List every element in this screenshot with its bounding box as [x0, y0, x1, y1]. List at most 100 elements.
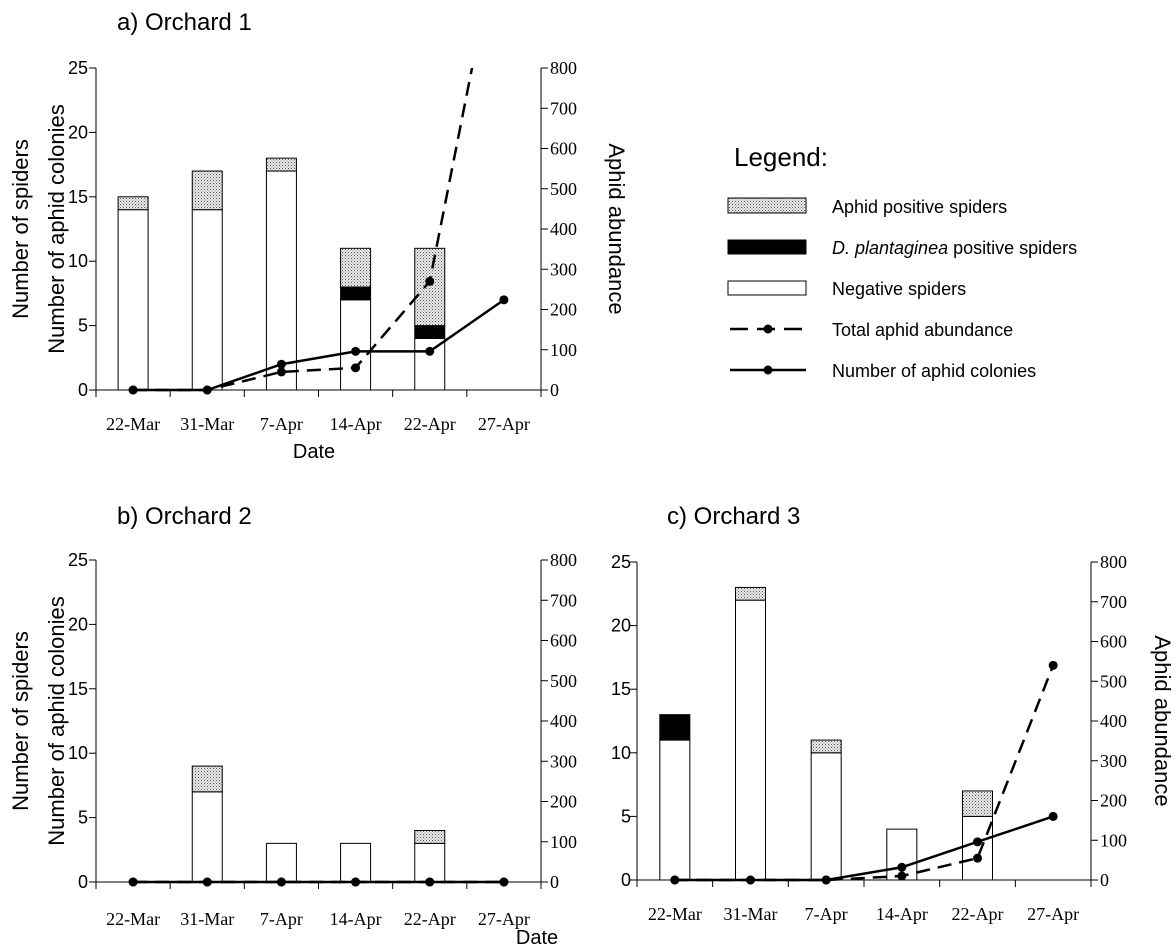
x-axis-label: Date: [516, 927, 558, 949]
y-tick-label: 5: [78, 316, 88, 336]
line-total-aphid-abundance: [674, 664, 1055, 882]
y2-tick-label: 500: [1100, 671, 1127, 691]
y-tick-label: 25: [68, 550, 88, 570]
point-aphid-colonies: [351, 877, 361, 887]
y2-tick-label: 500: [550, 671, 577, 691]
point-total-aphid-abundance: [425, 276, 435, 286]
y-tick-label: 20: [611, 616, 631, 636]
y2-tick-label: 300: [1100, 751, 1127, 771]
y-tick-label: 0: [78, 380, 88, 400]
point-aphid-colonies: [202, 385, 212, 395]
point-total-aphid-abundance: [897, 871, 907, 881]
point-total-aphid-abundance: [973, 853, 982, 863]
y-tick-label: 20: [68, 614, 88, 634]
point-aphid-colonies: [128, 877, 138, 887]
point-aphid-colonies: [973, 837, 982, 847]
legend-item-dplant_pos: D. plantaginea positive spiders: [727, 238, 1077, 258]
bar-negative: [810, 752, 842, 881]
x-tick-label: 14-Apr: [330, 414, 382, 434]
point-aphid-colonies: [351, 346, 361, 356]
y-axis-label: Number of aphid colonies: [44, 596, 69, 845]
legend-swatch-dotted: [727, 197, 807, 214]
x-tick-label: 14-Apr: [876, 904, 928, 924]
legend-label: Negative spiders: [832, 279, 966, 299]
y2-tick-label: 200: [550, 300, 577, 320]
y-tick-label: 5: [78, 808, 88, 828]
y2-tick-label: 0: [1100, 870, 1109, 890]
bar-negative: [265, 842, 297, 883]
legend-label-rest: positive spiders: [948, 238, 1077, 258]
bar-aphid-positive: [810, 739, 842, 754]
y-tick-label: 20: [68, 122, 88, 142]
y-tick-label: 10: [611, 743, 631, 763]
bar-aphid-positive: [191, 765, 223, 793]
y2-tick-label: 0: [550, 872, 559, 892]
point-aphid-colonies: [746, 875, 755, 885]
y2-tick-label: 500: [550, 179, 577, 199]
point-aphid-colonies: [425, 346, 435, 356]
y2-tick-label: 100: [550, 832, 577, 852]
y2-tick-label: 600: [550, 139, 577, 159]
point-aphid-colonies: [128, 385, 138, 395]
y2-tick-label: 200: [550, 792, 577, 812]
legend-label: D. plantaginea positive spiders: [832, 238, 1077, 258]
y-tick-label: 15: [68, 679, 88, 699]
point-aphid-colonies: [425, 877, 435, 887]
point-aphid-colonies: [276, 877, 286, 887]
chart-panel-2: b) Orchard 2 0 5 10 15 20 25 0 100 200 300 400 500 60…: [8, 503, 577, 929]
bar-negative: [117, 209, 149, 391]
bar-aphid-positive: [414, 247, 446, 327]
x-tick-label: 31-Mar: [180, 909, 234, 929]
y2-axis-label: Aphid abundance: [604, 143, 629, 314]
y2-tick-label: 700: [550, 590, 577, 610]
y-axis-label: Number of aphid colonies: [44, 104, 69, 353]
bar-dplantaginea-positive: [414, 325, 446, 339]
x-tick-label: 22-Apr: [404, 909, 456, 929]
x-tick-label: 31-Mar: [180, 414, 234, 434]
x-tick-label: 22-Apr: [952, 904, 1004, 924]
y-axis-label: Number of spiders: [8, 139, 33, 319]
x-tick-label: 22-Mar: [106, 909, 160, 929]
legend-swatch-dot: [763, 365, 773, 375]
y-axis-label: Number of spiders: [8, 631, 33, 811]
x-tick-label: 22-Mar: [648, 904, 702, 924]
bar-negative: [191, 209, 223, 391]
bar-aphid-positive: [340, 247, 372, 288]
y2-tick-label: 600: [550, 631, 577, 651]
y2-tick-label: 800: [550, 550, 577, 570]
line-aphid-colonies: [133, 298, 505, 392]
point-aphid-colonies: [499, 877, 509, 887]
y2-axis-label: Aphid abundance: [1150, 635, 1175, 806]
bar-aphid-positive: [117, 196, 149, 211]
x-tick-label: 27-Apr: [478, 414, 530, 434]
y2-tick-label: 700: [1100, 592, 1127, 612]
x-tick-label: 22-Mar: [106, 414, 160, 434]
x-tick-label: 22-Apr: [404, 414, 456, 434]
point-total-aphid-abundance: [276, 367, 286, 377]
y-tick-label: 15: [611, 679, 631, 699]
point-aphid-colonies: [1048, 811, 1058, 821]
y-tick-label: 10: [68, 251, 88, 271]
x-tick-label: 27-Apr: [1027, 904, 1079, 924]
legend: Legend: Aphid positive spiders D. plantagi…: [727, 142, 1077, 381]
x-tick-label: 7-Apr: [805, 904, 848, 924]
y-tick-label: 0: [78, 872, 88, 892]
point-aphid-colonies: [202, 877, 212, 887]
point-total-aphid-abundance: [351, 363, 361, 373]
point-total-aphid-abundance: [1048, 660, 1058, 670]
y2-tick-label: 300: [550, 751, 577, 771]
chart-title: b) Orchard 2: [117, 503, 252, 530]
legend-swatch-hollow: [727, 280, 807, 296]
legend-title: Legend:: [734, 142, 828, 172]
y2-tick-label: 700: [550, 98, 577, 118]
bar-negative: [735, 599, 766, 881]
bar-aphid-positive: [191, 170, 223, 211]
point-aphid-colonies: [670, 875, 680, 885]
chart-title: c) Orchard 3: [667, 503, 800, 530]
point-aphid-colonies: [276, 359, 286, 369]
bar-negative: [414, 842, 446, 883]
y2-tick-label: 800: [550, 58, 577, 78]
line-aphid-colonies: [674, 815, 1054, 882]
y2-tick-label: 600: [1100, 632, 1127, 652]
